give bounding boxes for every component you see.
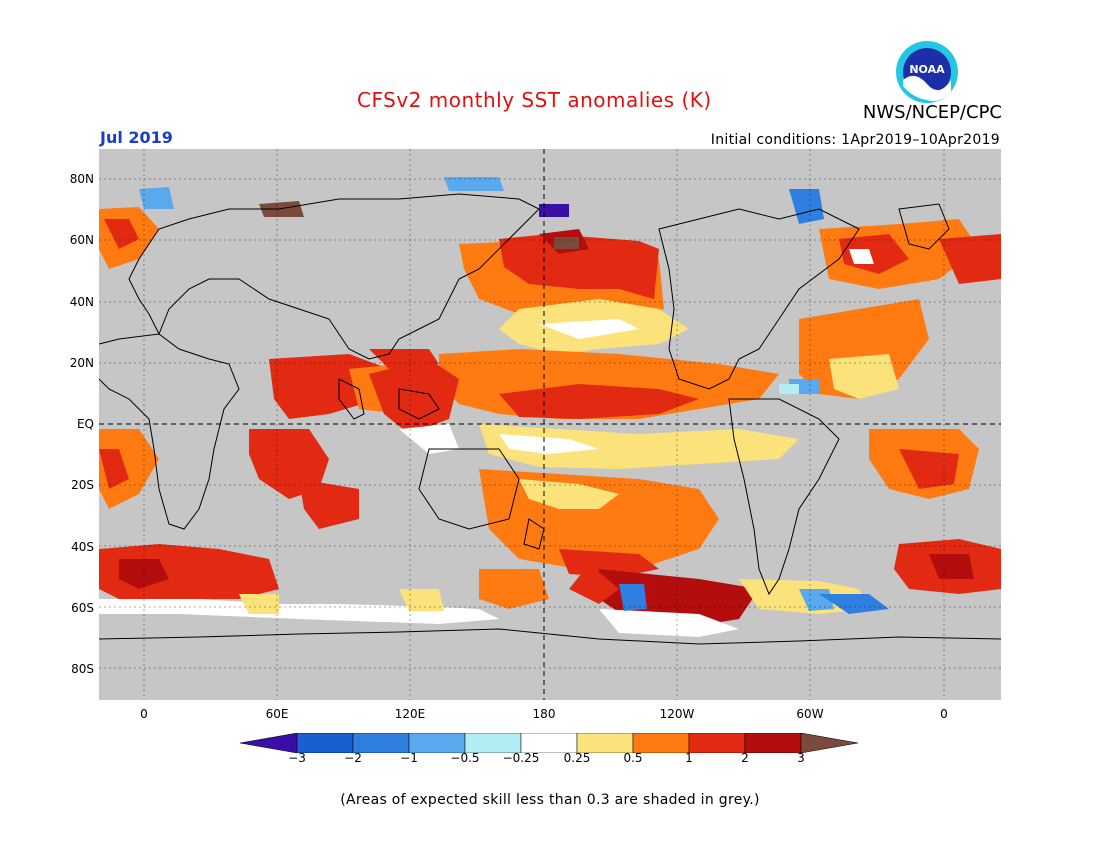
lat-label: 60S <box>71 601 94 615</box>
colorbar-label: 3 <box>797 751 805 765</box>
lat-label: 20N <box>69 356 94 370</box>
colorbar-cell <box>408 733 466 753</box>
lat-label: 60N <box>69 233 94 247</box>
colorbar-cell <box>688 733 746 753</box>
agency-label: NWS/NCEP/CPC <box>862 102 1002 123</box>
colorbar-label: −2 <box>344 751 362 765</box>
colorbar-label: 0.5 <box>623 751 643 765</box>
colorbar-label: −0.5 <box>450 751 480 765</box>
colorbar-cell <box>576 733 634 753</box>
lat-label: 80S <box>71 662 94 676</box>
map-title: CFSv2 monthly SST anomalies (K) <box>357 88 712 112</box>
colorbar-cell <box>240 733 298 753</box>
colorbar-label: −1 <box>400 751 418 765</box>
coastlines <box>99 193 1001 645</box>
lon-label: 0 <box>140 707 148 721</box>
lat-label: EQ <box>76 417 94 431</box>
colorbar-label: 1 <box>685 751 693 765</box>
skill-footnote: (Areas of expected skill less than 0.3 a… <box>340 792 760 808</box>
colorbar-cell <box>296 733 354 753</box>
colorbar-label: 2 <box>741 751 749 765</box>
lat-label: 20S <box>71 478 94 492</box>
colorbar-cell <box>464 733 522 753</box>
noaa-logo: NOAA <box>896 41 958 103</box>
lon-label: 120W <box>659 707 695 721</box>
forecast-period: Jul 2019 <box>100 128 173 147</box>
colorbar-label: −3 <box>288 751 306 765</box>
colorbar-label: −0.25 <box>502 751 540 765</box>
colorbar-cell <box>744 733 802 753</box>
lon-label: 120E <box>394 707 426 721</box>
lat-label: 80N <box>69 172 94 186</box>
lon-label: 180 <box>532 707 556 721</box>
reference-lines <box>99 149 1001 700</box>
sst-anomaly-map <box>99 149 1001 700</box>
lon-label: 60E <box>265 707 289 721</box>
colorbar-cell <box>800 733 859 753</box>
initial-conditions: Initial conditions: 1Apr2019–10Apr2019 <box>710 132 1000 148</box>
colorbar-cell <box>632 733 690 753</box>
lat-label: 40N <box>69 295 94 309</box>
colorbar-cell <box>520 733 578 753</box>
colorbar-label: 0.25 <box>563 751 591 765</box>
colorbar <box>240 733 859 753</box>
lat-label: 40S <box>71 540 94 554</box>
anomaly-field <box>99 177 1001 637</box>
lon-label: 60W <box>796 707 824 721</box>
lon-label: 0 <box>940 707 948 721</box>
svg-text:NOAA: NOAA <box>909 63 945 76</box>
colorbar-cell <box>352 733 410 753</box>
